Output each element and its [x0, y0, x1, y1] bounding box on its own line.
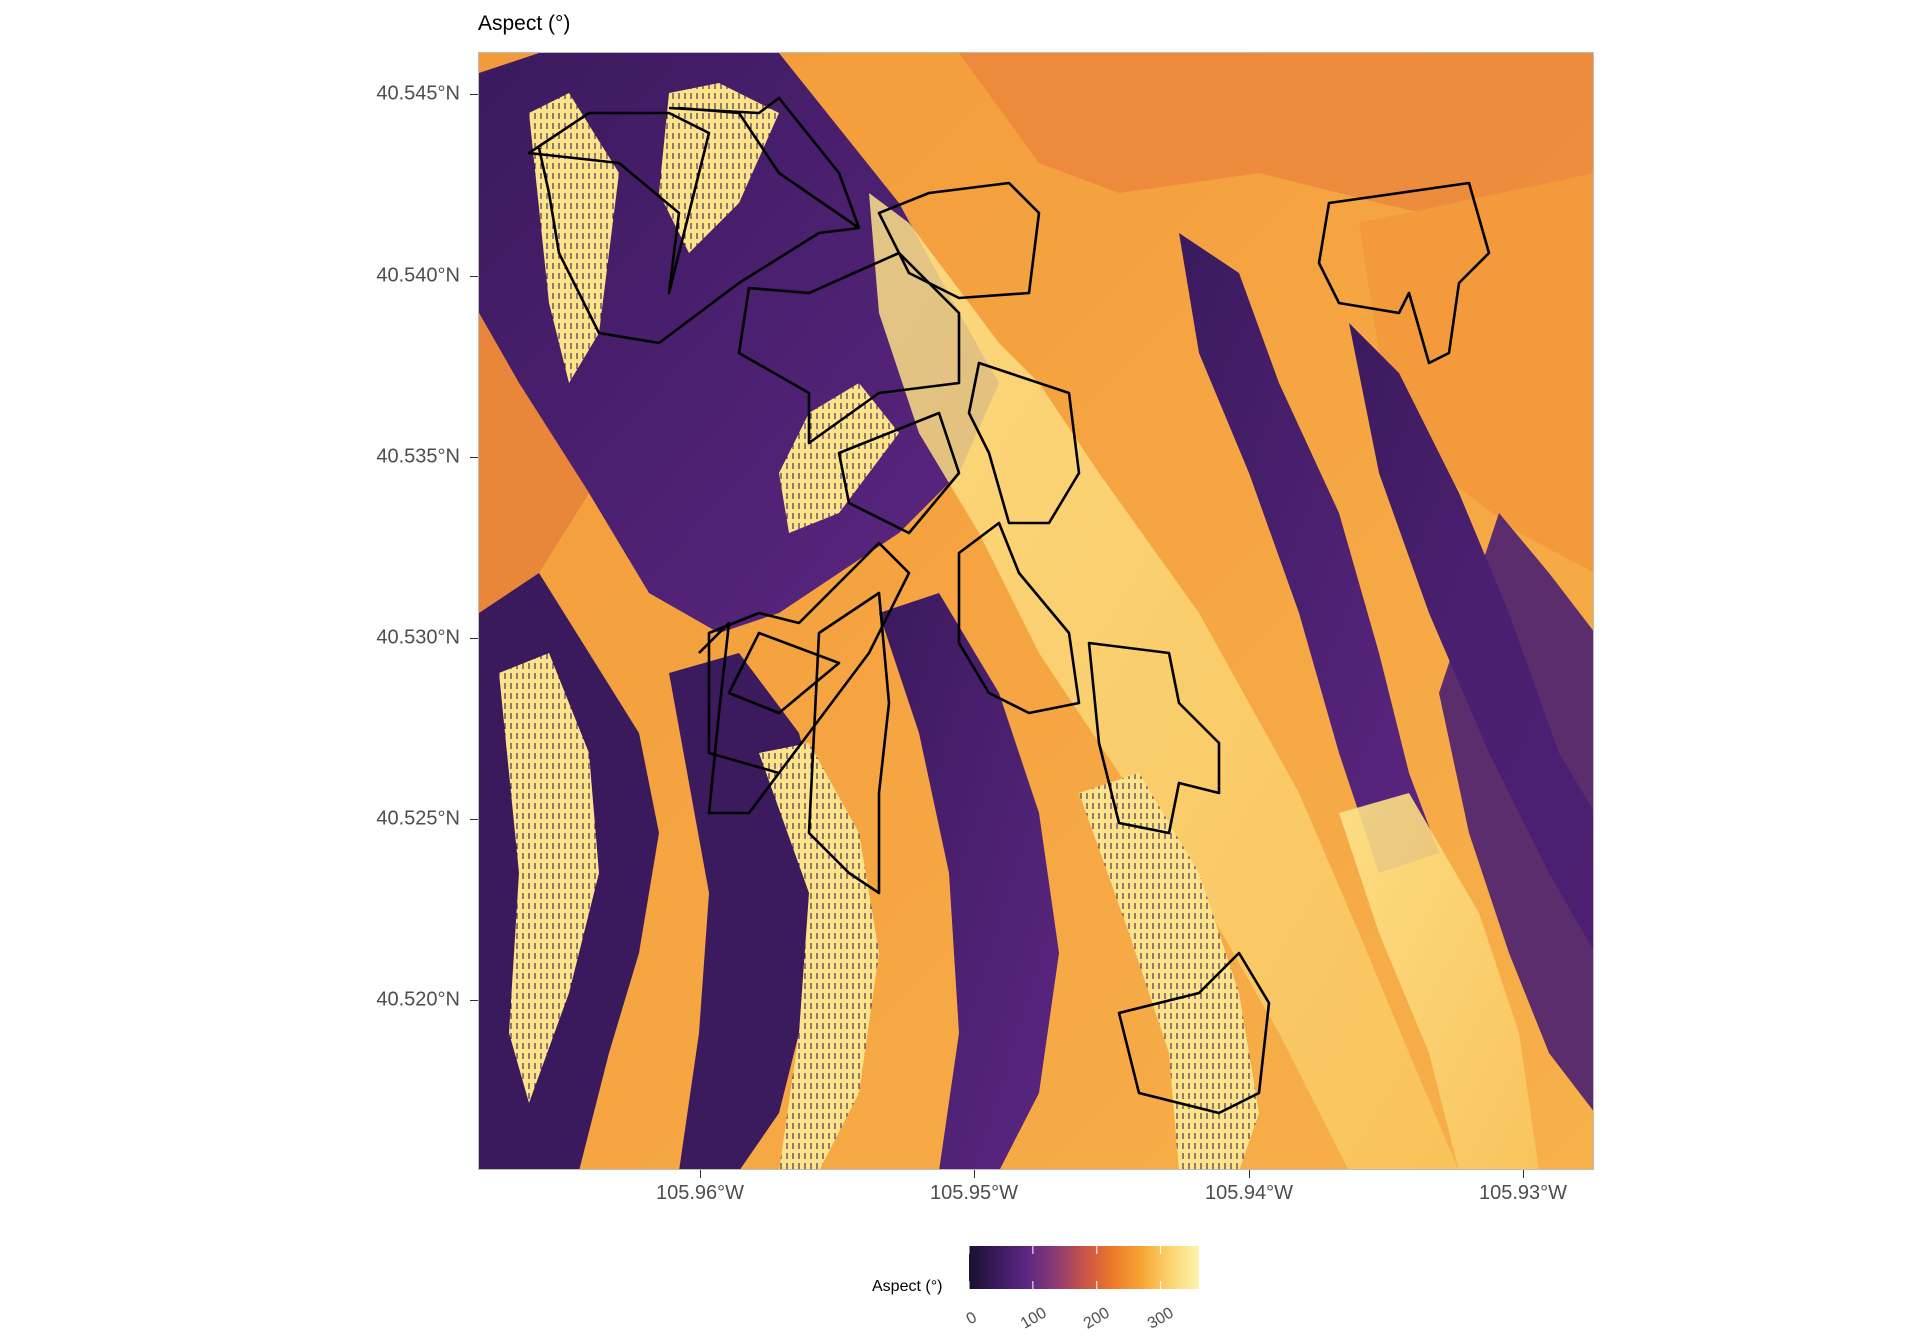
- study-polygon: [1317, 181, 1491, 365]
- y-tick-label: 40.540°N: [376, 264, 460, 287]
- study-polygon: [727, 631, 841, 715]
- raster-patch: [879, 593, 1059, 1169]
- x-tick-label: 105.94°W: [1204, 1182, 1294, 1204]
- y-tick: [470, 94, 478, 95]
- x-tick: [700, 1170, 701, 1178]
- legend-ticks: [969, 1246, 1162, 1289]
- study-polygon: [967, 361, 1081, 525]
- y-tick-label: 40.525°N: [376, 807, 460, 830]
- y-tick: [470, 638, 478, 639]
- polygon-overlay: [527, 96, 1491, 1115]
- raster-patch: [1359, 173, 1593, 572]
- study-polygon: [698, 621, 781, 815]
- y-tick: [470, 276, 478, 277]
- raster-patch: [499, 653, 599, 1103]
- legend-label: 0: [963, 1308, 980, 1329]
- raster-patch: [959, 53, 1593, 253]
- study-polygon: [707, 541, 911, 775]
- study-polygon: [668, 96, 861, 229]
- raster-patch: [759, 743, 879, 1169]
- raster-patch: [869, 193, 1459, 1169]
- legend-colorbar: [969, 1246, 1199, 1289]
- study-polygon: [957, 521, 1081, 715]
- x-tick-label: 105.96°W: [655, 1182, 745, 1204]
- x-tick: [1249, 1170, 1250, 1178]
- raster-patch: [529, 93, 619, 383]
- study-polygon: [1087, 641, 1221, 835]
- legend-label: 100: [1017, 1304, 1050, 1333]
- legend-label: 200: [1080, 1304, 1113, 1333]
- study-polygon: [527, 111, 711, 295]
- study-polygon: [877, 181, 1041, 300]
- x-tick: [974, 1170, 975, 1178]
- raster-patch: [1439, 513, 1593, 1111]
- map-title: Aspect (°): [478, 12, 571, 35]
- y-tick: [470, 819, 478, 820]
- legend-title: Aspect (°): [872, 1278, 943, 1295]
- y-tick-label: 40.545°N: [376, 82, 460, 105]
- y-tick: [470, 1000, 478, 1001]
- y-tick-label: 40.535°N: [376, 445, 460, 468]
- aspect-raster-map[interactable]: [479, 53, 1594, 1170]
- raster-patch: [1179, 233, 1439, 873]
- x-tick: [1523, 1170, 1524, 1178]
- raster-patch: [1339, 793, 1539, 1169]
- legend-label: 300: [1144, 1304, 1177, 1333]
- y-tick-label: 40.520°N: [376, 988, 460, 1011]
- x-tick-label: 105.93°W: [1478, 1182, 1568, 1204]
- raster-patch: [1079, 773, 1259, 1169]
- x-tick-label: 105.95°W: [929, 1182, 1019, 1204]
- study-polygon: [807, 591, 891, 895]
- study-polygon: [1117, 951, 1271, 1115]
- study-polygon: [537, 106, 861, 345]
- map-panel[interactable]: [478, 52, 1594, 1170]
- y-tick: [470, 457, 478, 458]
- study-polygon: [837, 411, 961, 535]
- y-tick-label: 40.530°N: [376, 626, 460, 649]
- raster-patch: [479, 313, 589, 613]
- study-polygon: [737, 251, 961, 445]
